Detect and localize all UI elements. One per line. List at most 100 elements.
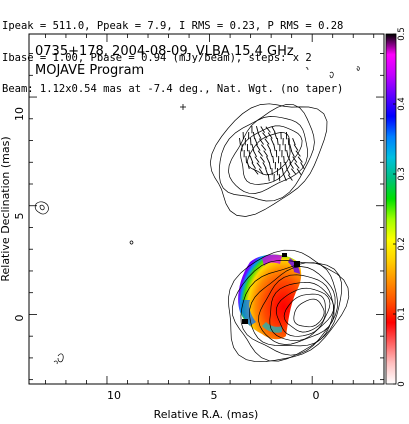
evpa-tick bbox=[289, 143, 293, 152]
evpa-tick bbox=[253, 168, 259, 175]
evpa-tick bbox=[261, 144, 267, 151]
noise-island-left bbox=[34, 201, 49, 215]
header-line-beam: Beam: 1.12x0.54 mas at -7.4 deg., Nat. W… bbox=[2, 83, 344, 95]
image-header: Ipeak = 511.0, Ppeak = 7.9, I RMS = 0.23… bbox=[2, 0, 407, 105]
evpa-tick bbox=[296, 168, 302, 175]
y-tick-label-5: 5 bbox=[13, 213, 26, 220]
evpa-tick bbox=[272, 155, 275, 164]
colorbar-tick-label: 0.2 bbox=[397, 237, 407, 251]
colormap-pixel-black-2 bbox=[242, 319, 248, 324]
evpa-tick bbox=[260, 126, 265, 133]
evpa-tick bbox=[266, 144, 272, 151]
noise-island-bottom-left bbox=[57, 353, 64, 363]
evpa-tick bbox=[270, 138, 275, 145]
core-contour-level-256 bbox=[293, 298, 325, 328]
polarization-colormap bbox=[238, 253, 302, 340]
y-tick-label-0: 0 bbox=[13, 315, 26, 322]
evpa-tick bbox=[257, 132, 262, 140]
evpa-tick bbox=[295, 150, 301, 157]
evpa-tick bbox=[262, 162, 267, 169]
evpa-tick bbox=[267, 132, 273, 139]
evpa-tick bbox=[255, 144, 261, 151]
evpa-tick bbox=[252, 131, 256, 140]
colormap-pixel-black-3 bbox=[282, 253, 287, 257]
evpa-tick bbox=[287, 156, 292, 164]
evpa-tick bbox=[267, 173, 270, 182]
evpa-tick bbox=[292, 156, 298, 163]
jet-contours bbox=[209, 103, 328, 217]
noise-island-right bbox=[329, 71, 334, 79]
colorbar-gradient bbox=[386, 34, 396, 384]
evpa-tick bbox=[252, 150, 257, 158]
noise-island-mid bbox=[129, 240, 134, 245]
colormap-edge-blue bbox=[241, 300, 256, 326]
header-line-peak: Ipeak = 511.0, Ppeak = 7.9, I RMS = 0.23… bbox=[2, 20, 344, 32]
jet-contour-level-4 bbox=[228, 116, 308, 194]
evpa-tick bbox=[269, 149, 273, 158]
core-contour-level-1 bbox=[228, 249, 350, 363]
evpa-tick bbox=[283, 155, 285, 164]
map-title-line-1: 0735+178, 2004-08-09, VLBA 15.4 GHz bbox=[35, 44, 294, 59]
core-contour-level-32 bbox=[269, 281, 334, 342]
evpa-tick bbox=[265, 156, 270, 163]
colorbar-tick-label: 0 bbox=[397, 381, 407, 386]
evpa-tick bbox=[250, 137, 252, 146]
evpa-tick bbox=[263, 150, 269, 157]
evpa-tick bbox=[251, 143, 255, 152]
evpa-tick bbox=[259, 156, 265, 163]
noise-island-right-3 bbox=[305, 67, 309, 71]
jet-contour-level-1 bbox=[209, 103, 328, 217]
evpa-tick bbox=[239, 137, 241, 146]
evpa-tick bbox=[274, 131, 278, 140]
evpa-tick bbox=[245, 155, 247, 164]
header-line-base: Ibase = 1.00, Pbase = 0.94 (mJy/beam), s… bbox=[2, 51, 312, 64]
evpa-tick bbox=[278, 173, 281, 182]
evpa-tick bbox=[283, 174, 287, 182]
evpa-tick bbox=[290, 150, 295, 158]
colorbar-tick-label: 0.4 bbox=[397, 97, 407, 111]
evpa-tick bbox=[284, 161, 288, 170]
evpa-tick bbox=[254, 138, 258, 146]
evpa-tick bbox=[287, 137, 290, 146]
y-tick-label-10: 10 bbox=[13, 107, 26, 121]
evpa-tick bbox=[259, 138, 264, 145]
evpa-tick bbox=[273, 143, 276, 152]
x-tick-label-0: 0 bbox=[313, 389, 320, 402]
evpa-tick bbox=[293, 144, 299, 151]
evpa-tick bbox=[297, 156, 303, 163]
evpa-tick bbox=[258, 168, 264, 175]
polarized-core-region bbox=[238, 254, 302, 340]
evpa-tick bbox=[246, 161, 250, 170]
colorbar-tick-label: 0.5 bbox=[397, 27, 407, 41]
core-contour-level-2 bbox=[231, 259, 343, 362]
x-tick-label-10: 10 bbox=[107, 389, 121, 402]
axis-ticks bbox=[29, 34, 384, 384]
evpa-tick bbox=[255, 125, 259, 134]
evpa-tick bbox=[249, 156, 254, 164]
x-axis-label: Relative R.A. (mas) bbox=[154, 408, 259, 421]
evpa-tick bbox=[286, 149, 289, 158]
evpa-tick bbox=[251, 162, 256, 169]
evpa-tick bbox=[248, 149, 251, 158]
evpa-tick bbox=[254, 156, 260, 163]
evpa-tick bbox=[281, 167, 284, 176]
evpa-tick bbox=[294, 162, 300, 169]
evpa-tick bbox=[264, 138, 270, 145]
noise-island-bottom-left-2 bbox=[53, 360, 58, 365]
polarization-vectors bbox=[239, 125, 305, 182]
evpa-tick bbox=[271, 126, 276, 133]
x-tick-label-5: 5 bbox=[211, 389, 218, 402]
core-contour-level-16 bbox=[258, 274, 335, 345]
colorbar-frame bbox=[385, 33, 397, 385]
evpa-tick bbox=[300, 162, 305, 169]
evpa-tick bbox=[292, 138, 296, 146]
noise-island-left-inner bbox=[39, 204, 45, 211]
evpa-tick bbox=[257, 150, 263, 157]
cross-marker bbox=[180, 104, 186, 110]
colormap-edge-cyan bbox=[262, 322, 282, 333]
colorbar-ticks: 0 0.1 0.2 0.3 0.4 0.5 bbox=[393, 27, 407, 387]
map-title-line-2: MOJAVE Program bbox=[35, 63, 144, 78]
evpa-tick bbox=[265, 167, 269, 176]
colormap-pixel-black bbox=[294, 261, 300, 267]
